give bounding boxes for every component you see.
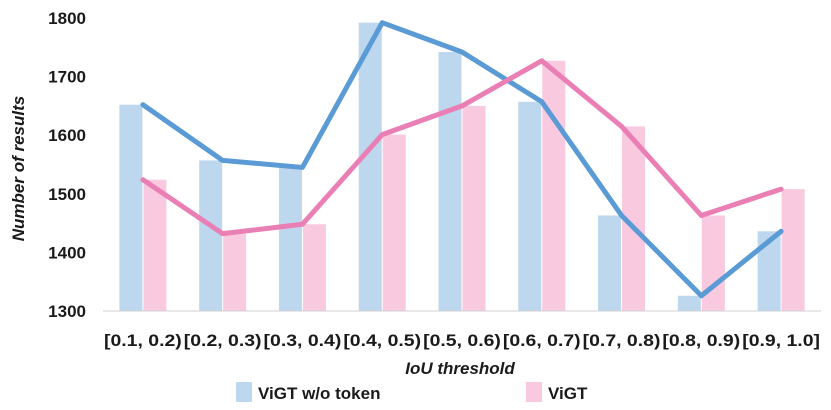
bar-vigt-wo-token — [358, 22, 382, 312]
bar-vigt — [701, 215, 725, 311]
legend-label: ViGT — [548, 384, 588, 403]
x-tick-label: [0.5, 0.6) — [423, 331, 501, 350]
x-tick-label: [0.8, 0.9) — [662, 331, 740, 350]
bar-vigt-wo-token — [438, 51, 462, 311]
x-tick-label: [0.4, 0.5) — [343, 331, 421, 350]
bar-vigt — [302, 224, 326, 311]
y-tick-label: 1600 — [48, 126, 86, 145]
bar-vigt-wo-token — [677, 295, 701, 311]
x-axis-title: IoU threshold — [405, 359, 515, 378]
bars — [119, 22, 805, 312]
bar-vigt-wo-token — [518, 101, 542, 311]
bar-vigt — [223, 233, 247, 311]
legend-swatch — [526, 382, 542, 402]
bar-vigt — [622, 126, 646, 311]
bar-vigt — [382, 134, 406, 311]
x-tick-label: [0.6, 0.7) — [503, 331, 581, 350]
y-tick-label: 1500 — [48, 185, 86, 204]
y-tick-label: 1300 — [48, 302, 86, 321]
y-tick-label: 1700 — [48, 68, 86, 87]
x-tick-label: [0.2, 0.3) — [184, 331, 262, 350]
bar-vigt-wo-token — [757, 231, 781, 311]
bar-vigt — [462, 105, 486, 312]
y-tick-label: 1800 — [48, 9, 86, 28]
bar-vigt-wo-token — [278, 167, 302, 311]
x-axis-ticks: [0.1, 0.2) [0.2, 0.3) [0.3, 0.4) [0.4, 0.5)… — [104, 331, 820, 350]
x-tick-label: [0.7, 0.8) — [583, 331, 661, 350]
bar-vigt — [781, 189, 805, 311]
legend-swatch — [236, 382, 252, 402]
bar-vigt — [542, 60, 566, 311]
x-tick-label: [0.3, 0.4) — [264, 331, 342, 350]
line-vigt — [140, 58, 784, 237]
x-tick-label: [0.9, 1.0] — [742, 331, 820, 350]
bar-vigt-wo-token — [199, 160, 223, 311]
bar-vigt-wo-token — [119, 104, 143, 311]
legend: ViGT w/o token ViGT — [236, 382, 588, 403]
x-tick-label: [0.1, 0.2) — [104, 331, 182, 350]
y-tick-label: 1400 — [48, 243, 86, 262]
y-axis-ticks: 1300 1400 1500 1600 1700 1800 — [48, 9, 86, 321]
bar-vigt-wo-token — [598, 215, 622, 311]
line-vigt-wo-token — [140, 20, 784, 299]
legend-label: ViGT w/o token — [258, 384, 380, 403]
y-axis-title: Number of results — [9, 96, 28, 241]
series-lines — [140, 20, 784, 299]
bar-vigt — [143, 179, 167, 311]
